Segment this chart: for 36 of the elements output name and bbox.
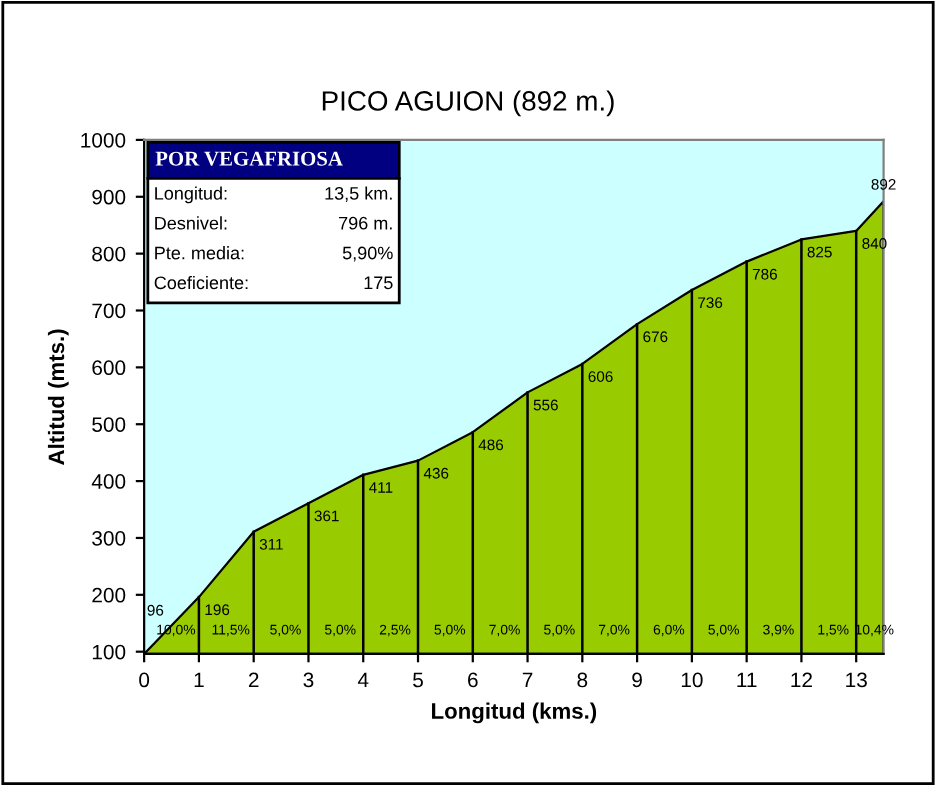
x-tick-label: 13 (846, 672, 867, 688)
annotation: POR VEGAFRIOSA (155, 151, 343, 166)
x-tick-label: 11 (737, 672, 757, 688)
y-tick-label: 200 (92, 587, 126, 603)
annotation: Longitud: (155, 186, 227, 204)
x-tick-label: 2 (248, 672, 259, 688)
y-tick-label: 900 (92, 189, 126, 205)
y-tick-label: 700 (92, 303, 126, 319)
x-tick-label: 1 (194, 672, 204, 688)
annotation: Desnivel: (155, 216, 227, 230)
x-tick-label: 10 (681, 672, 703, 688)
annotation: Coeficiente: (154, 275, 248, 290)
y-tick-label: 600 (92, 360, 126, 376)
y-axis-title: Altitud (mts.) (47, 329, 69, 465)
annotation: 13,5 km. (325, 186, 392, 202)
x-tick-label: 3 (303, 672, 314, 688)
x-tick-label: 7 (522, 672, 533, 688)
y-tick-label: 1000 (81, 132, 126, 148)
x-axis-title: Longitud (kms.) (432, 702, 597, 724)
annotation: 175 (364, 276, 393, 290)
x-tick-label: 12 (791, 672, 812, 688)
x-tick-label: 0 (139, 672, 150, 688)
annotation: 796 m. (339, 216, 392, 230)
annotation: 5,90% (342, 246, 393, 262)
y-tick-label: 300 (92, 530, 126, 546)
y-tick-label: 100 (92, 644, 126, 660)
y-tick-label: 500 (92, 417, 126, 432)
chart-title: PICO AGUION (892 m.) (322, 90, 614, 117)
annotation: Pte. media: (155, 246, 244, 260)
x-tick-label: 4 (357, 672, 369, 688)
x-tick-label: 6 (468, 672, 478, 688)
x-tick-label: 9 (632, 672, 642, 688)
y-tick-label: 800 (92, 246, 126, 262)
x-tick-label: 8 (577, 672, 588, 688)
x-tick-label: 5 (413, 672, 423, 688)
y-tick-label: 400 (91, 474, 126, 489)
